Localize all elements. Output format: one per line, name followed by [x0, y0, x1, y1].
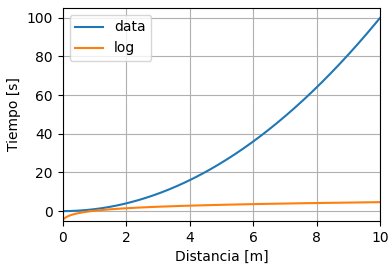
log [60, 218, 65, 222]
log [370, 201, 375, 204]
data [60, 210, 65, 213]
data [370, 25, 375, 28]
log [378, 201, 383, 204]
Legend: data, log: data, log [70, 15, 151, 61]
Y-axis label: Tiempo [s]: Tiempo [s] [7, 77, 21, 151]
data [249, 141, 254, 144]
log [249, 202, 254, 206]
log [321, 201, 325, 205]
data [378, 16, 383, 19]
data [321, 80, 325, 83]
Line: log: log [63, 202, 380, 220]
log [211, 203, 216, 207]
data [232, 153, 237, 156]
data [211, 166, 216, 169]
log [213, 203, 218, 206]
data [213, 165, 218, 168]
Line: data: data [63, 18, 380, 211]
log [232, 203, 237, 206]
X-axis label: Distancia [m]: Distancia [m] [175, 250, 268, 264]
